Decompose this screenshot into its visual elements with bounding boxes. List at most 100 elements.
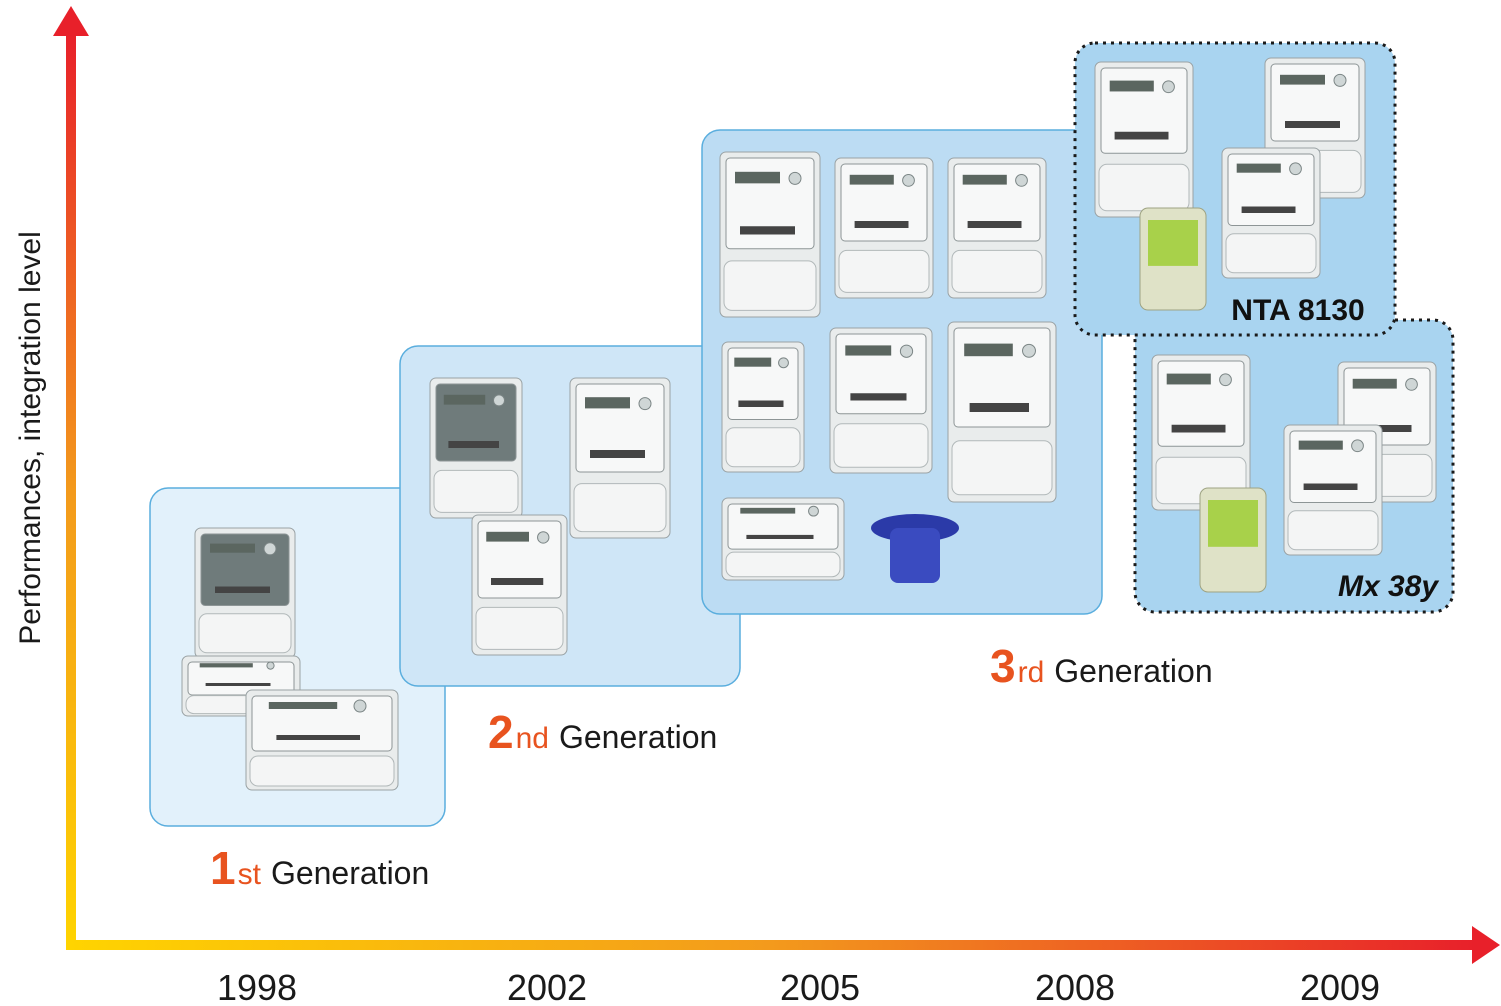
meter bbox=[722, 498, 844, 580]
generation-word: Generation bbox=[1054, 653, 1212, 689]
meter-part bbox=[952, 441, 1052, 495]
meter-part bbox=[952, 250, 1042, 292]
meter-part bbox=[434, 470, 518, 512]
display-unit bbox=[1140, 208, 1206, 310]
meter bbox=[246, 690, 398, 790]
meter-part bbox=[1163, 81, 1175, 93]
meter-part bbox=[1016, 175, 1028, 187]
x-axis-arrow bbox=[1472, 926, 1500, 964]
year-label: 2008 bbox=[1035, 967, 1115, 1006]
meter bbox=[720, 152, 820, 317]
meter-part bbox=[1208, 500, 1258, 547]
meter-part bbox=[1110, 81, 1154, 92]
meter-part bbox=[726, 552, 840, 577]
generation-number: 3 bbox=[990, 640, 1016, 692]
meter-part bbox=[1290, 163, 1302, 175]
generation-word: Generation bbox=[559, 719, 717, 755]
meter-part bbox=[1115, 132, 1169, 140]
meter-part bbox=[855, 221, 909, 228]
meter-part bbox=[1288, 511, 1378, 550]
meter-part bbox=[1406, 379, 1418, 391]
meter-part bbox=[963, 175, 1007, 185]
meter bbox=[1284, 425, 1382, 555]
meter-part bbox=[734, 358, 771, 367]
meter-part bbox=[200, 663, 253, 667]
meter-part bbox=[834, 424, 928, 468]
meter-part bbox=[954, 328, 1050, 427]
meter-part bbox=[1285, 121, 1340, 128]
meter-part bbox=[746, 535, 813, 539]
meter-part bbox=[590, 450, 645, 458]
meter-part bbox=[740, 226, 795, 234]
meter-part bbox=[267, 662, 274, 669]
meter-part bbox=[724, 261, 816, 311]
meter-part bbox=[1172, 425, 1226, 433]
meter-part bbox=[890, 528, 940, 583]
meter-part bbox=[839, 250, 929, 292]
meter bbox=[722, 342, 804, 472]
generation-label: 3rd Generation bbox=[990, 640, 1213, 692]
generation-word: Generation bbox=[271, 855, 429, 891]
meter-part bbox=[1353, 379, 1397, 389]
meter bbox=[830, 328, 932, 473]
meter-part bbox=[903, 175, 915, 187]
meter-part bbox=[276, 735, 360, 740]
meter-part bbox=[639, 398, 651, 410]
meter-part bbox=[970, 403, 1029, 412]
meter-part bbox=[726, 428, 800, 467]
meter bbox=[1152, 355, 1250, 510]
meter-part bbox=[574, 484, 666, 532]
meter-part bbox=[789, 172, 801, 184]
meter-part bbox=[1099, 164, 1189, 211]
meter-part bbox=[215, 587, 270, 594]
y-axis-arrow bbox=[53, 6, 89, 36]
meter-part bbox=[250, 756, 394, 786]
meter-part bbox=[476, 607, 563, 649]
generation-number: 2 bbox=[488, 706, 514, 758]
meter-part bbox=[493, 395, 504, 406]
meter-part bbox=[491, 578, 543, 585]
meter bbox=[1095, 62, 1193, 217]
generation-suffix: st bbox=[238, 858, 262, 891]
meter-part bbox=[1334, 74, 1346, 86]
meter-part bbox=[1242, 207, 1296, 214]
meter-part bbox=[735, 172, 780, 184]
generation-suffix: rd bbox=[1018, 656, 1045, 689]
meter-part bbox=[968, 221, 1022, 228]
meter-part bbox=[1023, 344, 1036, 357]
y-axis bbox=[66, 32, 76, 950]
group-label: NTA 8130 bbox=[1231, 294, 1364, 327]
meter bbox=[430, 378, 522, 518]
meter bbox=[195, 528, 295, 658]
meter-part bbox=[900, 345, 912, 357]
meter-part bbox=[1352, 440, 1364, 452]
year-label: 2005 bbox=[780, 967, 860, 1006]
meter-part bbox=[354, 700, 366, 712]
display-unit bbox=[1200, 488, 1266, 592]
x-axis bbox=[66, 940, 1476, 950]
year-label: 2009 bbox=[1300, 967, 1380, 1006]
meter-part bbox=[809, 506, 819, 516]
meter-part bbox=[444, 395, 485, 405]
meter-part bbox=[1148, 220, 1198, 266]
meter-part bbox=[448, 441, 499, 448]
meter bbox=[472, 515, 567, 655]
meter-part bbox=[850, 393, 906, 400]
year-label: 1998 bbox=[217, 967, 297, 1006]
meter bbox=[1222, 148, 1320, 278]
meter-part bbox=[210, 544, 255, 553]
meter-part bbox=[845, 345, 891, 355]
meter-part bbox=[269, 702, 337, 709]
meter-part bbox=[199, 614, 291, 653]
meter-part bbox=[726, 158, 814, 249]
meter-part bbox=[850, 175, 894, 185]
y-axis-label: Performances, integration level bbox=[14, 231, 47, 645]
meter-part bbox=[264, 543, 276, 555]
meter-part bbox=[538, 532, 549, 543]
meter bbox=[835, 158, 933, 298]
meter-part bbox=[1304, 484, 1358, 491]
group-label: Mx 38y bbox=[1338, 570, 1439, 603]
meter-part bbox=[486, 532, 529, 542]
